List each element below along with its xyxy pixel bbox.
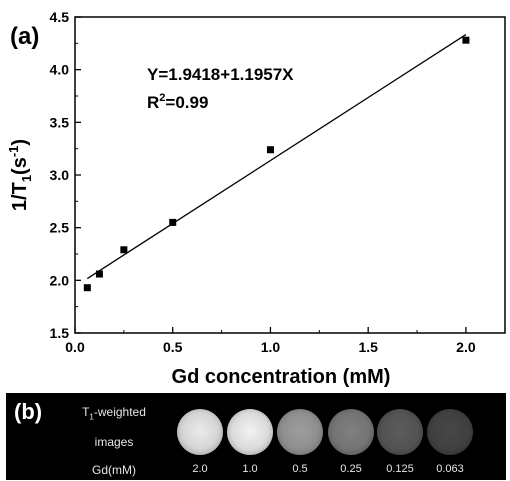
phantom-image — [328, 409, 374, 455]
y-tick-label: 4.0 — [50, 62, 70, 78]
r-squared-annotation: R2=0.99 — [147, 92, 208, 112]
y-tick-label: 3.5 — [50, 114, 70, 130]
data-point — [95, 270, 103, 278]
t1-weighted-label: T1-weighted — [82, 405, 146, 422]
y-tick-label: 2.0 — [50, 272, 70, 288]
phantom-image — [427, 409, 473, 455]
concentration-label: 0.5 — [292, 463, 308, 475]
y-axis: 1.5 2.0 2.5 3.0 3.5 4.0 4.5 — [50, 9, 81, 341]
images-label: images — [94, 435, 134, 449]
panel-b-label: (b) — [14, 399, 43, 424]
x-tick-label: 1.0 — [261, 339, 281, 355]
data-point — [120, 246, 128, 254]
concentration-label: 0.063 — [436, 463, 464, 475]
scatter-plot: (a) 0.0 0.5 1.0 1.5 2.0 1.5 2.0 2.5 3.0 3.5 4.0 4.… — [6, 9, 506, 388]
concentration-label: 0.125 — [386, 463, 414, 475]
y-tick-label: 2.5 — [50, 220, 70, 236]
x-tick-label: 0.5 — [163, 339, 183, 355]
fit-line — [86, 34, 467, 280]
panel-a-label: (a) — [10, 23, 39, 50]
concentration-label: 2.0 — [192, 463, 208, 475]
data-point — [83, 284, 91, 292]
gd-mm-label: Gd(mM) — [92, 463, 136, 477]
data-point — [462, 36, 470, 44]
x-axis: 0.0 0.5 1.0 1.5 2.0 — [65, 327, 476, 355]
x-axis-label: Gd concentration (mM) — [172, 366, 391, 388]
y-tick-label: 4.5 — [50, 9, 70, 25]
y-tick-label: 3.0 — [50, 167, 70, 183]
concentration-label: 1.0 — [242, 463, 258, 475]
phantom-image — [277, 409, 323, 455]
phantom-image — [377, 409, 423, 455]
x-tick-label: 1.5 — [358, 339, 378, 355]
phantom-image — [227, 409, 273, 455]
data-point — [169, 218, 177, 226]
phantom-image — [177, 409, 223, 455]
mri-panel: (b) T1-weighted images Gd(mM) 2.0 1.0 0.5 0… — [6, 393, 506, 480]
data-point — [266, 146, 274, 154]
y-axis-label: 1/T1(s-1) — [6, 139, 34, 211]
x-tick-label: 2.0 — [456, 339, 476, 355]
y-tick-label: 1.5 — [50, 325, 70, 341]
x-tick-label: 0.0 — [65, 339, 85, 355]
concentration-label: 0.25 — [340, 463, 362, 475]
equation-annotation: Y=1.9418+1.1957X — [147, 65, 294, 84]
data-points — [83, 36, 470, 292]
